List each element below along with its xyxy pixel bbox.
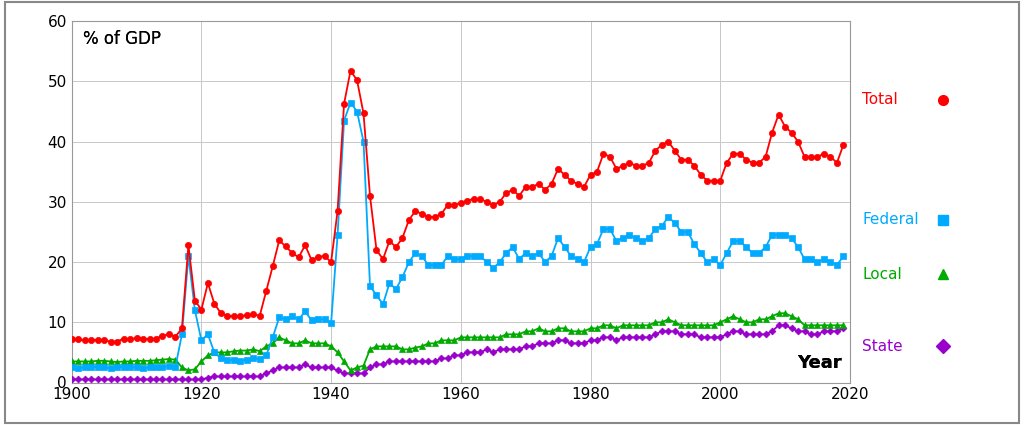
Text: % of GDP: % of GDP [83, 30, 162, 48]
Text: Federal: Federal [862, 212, 919, 227]
Text: Total: Total [862, 92, 898, 107]
Text: Year: Year [798, 354, 842, 371]
Text: Local: Local [862, 266, 902, 282]
Text: Year: Year [798, 354, 842, 371]
Text: State: State [862, 339, 903, 354]
Text: % of GDP: % of GDP [83, 30, 162, 48]
